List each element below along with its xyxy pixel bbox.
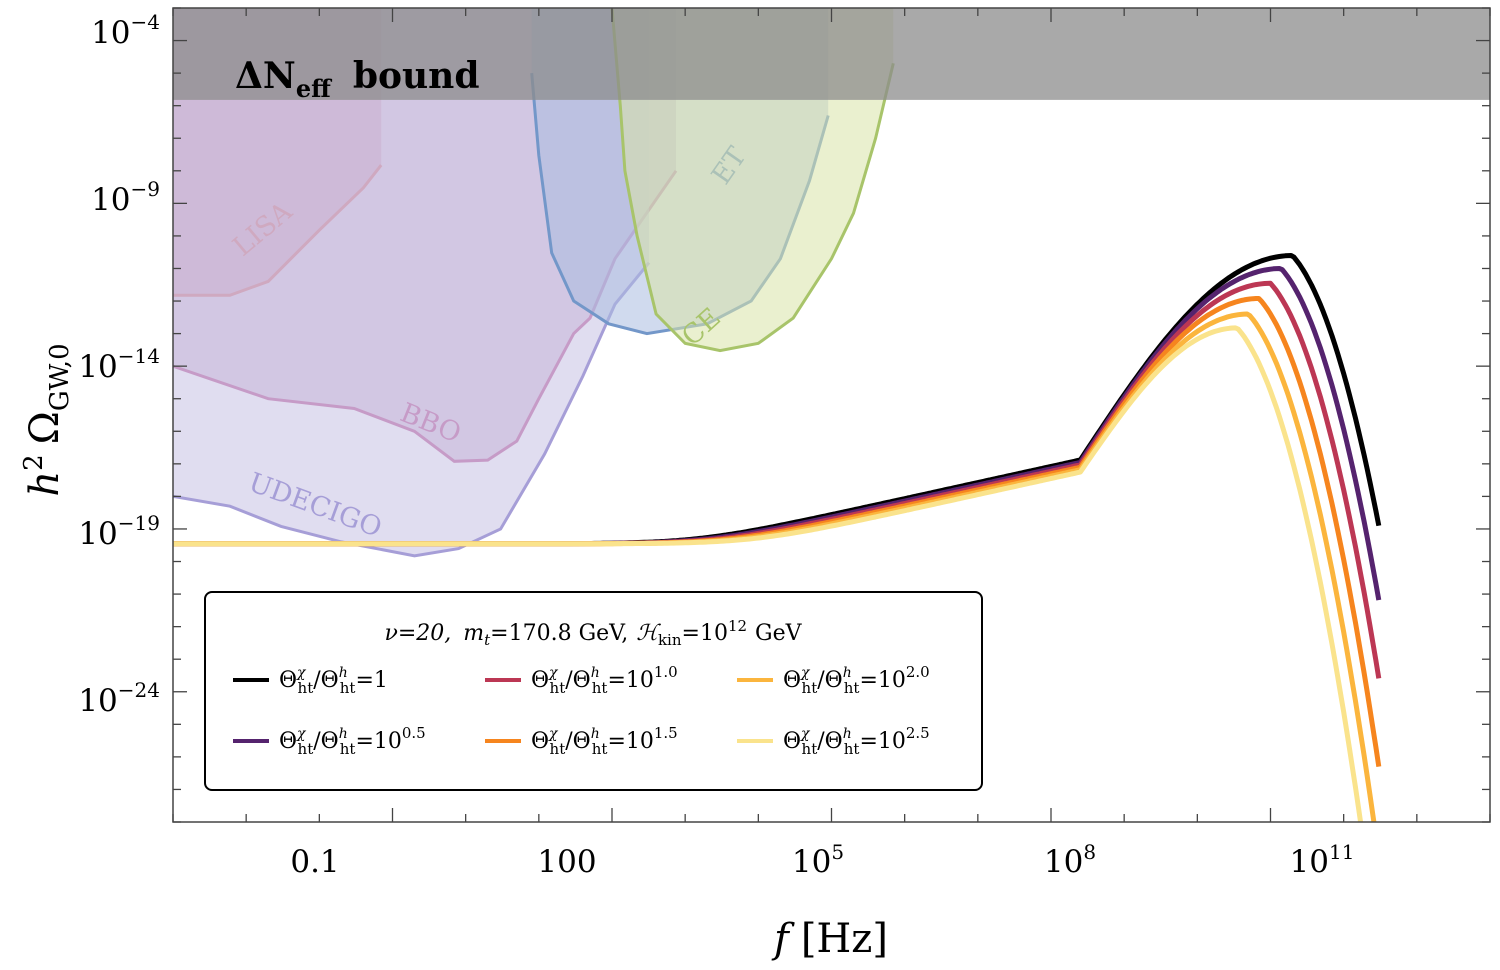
y-tick-label: 10−19 [78, 511, 160, 552]
y-tick-label: 10−24 [78, 678, 160, 719]
x-tick-label: 100 [537, 844, 596, 880]
x-tick-labels: 0.1 100 105 108 1011 [290, 840, 1354, 880]
legend-entry-label: Θχ ht/Θh ht=101.0 [531, 663, 678, 697]
legend-entry-label: Θχ ht/Θh ht=102.0 [783, 663, 930, 697]
detector-curve-udecigo [173, 261, 651, 558]
neff-sub: eff [296, 74, 332, 103]
x-axis-label: f [Hz] [771, 916, 888, 962]
x-tick-label: 0.1 [290, 844, 339, 880]
y-tick-label: 10−14 [78, 344, 160, 385]
legend-entry-label: Θχ ht/Θh ht=102.5 [783, 724, 930, 758]
gw-spectrum-curves [173, 253, 1382, 822]
legend-entry-label: Θχ ht/Θh ht=100.5 [279, 724, 426, 758]
legend-box [204, 591, 983, 791]
series-curve [173, 325, 1364, 822]
legend-entry-label: Θχ ht/Θh ht=1 [279, 665, 388, 697]
axis-ticks [172, 7, 1491, 823]
detector-region-udecigo [173, 8, 649, 556]
neff-rest: bound [353, 55, 480, 97]
y-tick-label: 10−4 [91, 10, 160, 51]
legend-title: ν=20, mt=170.8 GeV, ℋkin=1012 GeV [384, 617, 802, 649]
x-tick-label: 1011 [1290, 840, 1355, 880]
y-axis-label: h2ΩGW,0 [19, 343, 75, 496]
x-tick-label: 108 [1044, 840, 1096, 880]
legend: ν=20, mt=170.8 GeV, ℋkin=1012 GeV Θχ ht/Θh ht… [204, 591, 983, 791]
neff-delta-n: ΔN [235, 55, 296, 97]
neff-bound-band [173, 8, 1490, 100]
legend-entries: Θχ ht/Θh ht=1 Θχ ht/Θh ht=100.5 Θχ ht/Θh ht=101.… [233, 663, 930, 758]
neff-bound-label: ΔNeff bound [235, 55, 480, 103]
detector-curve-ce [610, 8, 895, 353]
y-tick-labels: 10−4 10−9 10−14 10−19 10−24 [78, 10, 160, 719]
x-tick-label: 105 [792, 840, 844, 880]
legend-entry-label: Θχ ht/Θh ht=101.5 [531, 724, 678, 758]
y-tick-label: 10−9 [91, 177, 160, 218]
